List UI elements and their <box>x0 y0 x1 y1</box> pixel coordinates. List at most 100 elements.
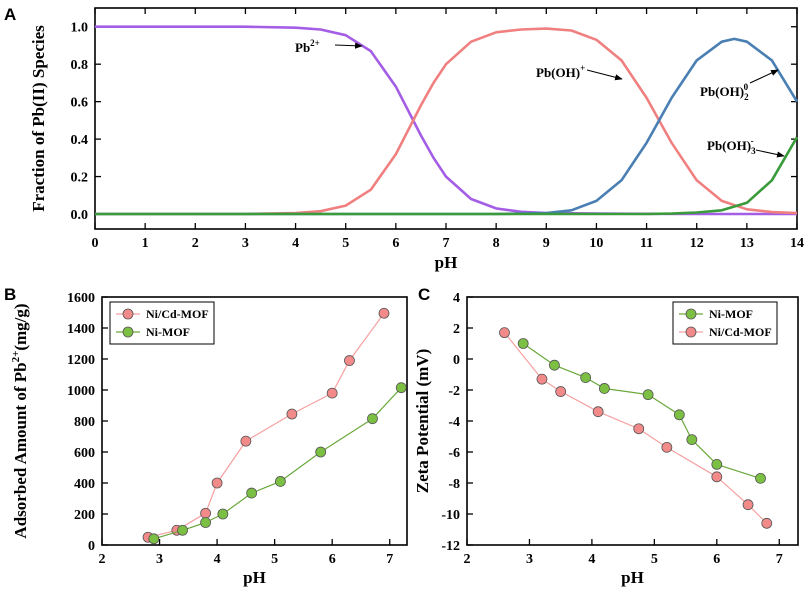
series-line-pb-oh-2-0 <box>95 37 799 216</box>
annotation-arrow-3 <box>755 149 785 158</box>
x-tick-label: 1 <box>142 236 149 251</box>
x-tick-label: 9 <box>543 236 550 251</box>
data-point-ni-cd-mof <box>742 499 754 511</box>
series-line-pb-oh <box>95 27 798 216</box>
y-axis-title-tail: (mg/g) <box>11 303 30 350</box>
x-tick-label: 2 <box>192 236 199 251</box>
data-point-ni-cd-mof <box>211 477 223 489</box>
data-point-ni-mof <box>395 382 407 394</box>
y-tick-label: 4 <box>453 291 460 306</box>
data-point-ni-cd-mof <box>286 408 298 420</box>
annotation-arrow-2 <box>749 69 779 84</box>
annotation-sup: 0 <box>744 82 749 92</box>
data-point-ni-mof <box>755 472 766 484</box>
panel-a-pb-speciation-chart: 0 1 2 3 4 5 6 7 8 9 10 11 12 13 140.00.20.40.60.81.0pH… <box>4 5 804 272</box>
y-tick-label: 1600 <box>67 291 95 306</box>
data-point-ni-mof <box>148 533 160 545</box>
x-tick-label: 6 <box>713 552 720 567</box>
annotation-base: Pb <box>295 40 310 55</box>
panel-b-adsorption-chart: 2 3 4 5 6 7 0 200 400 600 800 1000 1200 1400 1600 pH Ni/… <box>4 285 408 587</box>
annotation-label-3: Pb(OH)3- <box>707 136 756 156</box>
y-tick-label: 0 <box>453 353 460 368</box>
y-tick-label: -6 <box>448 446 460 461</box>
data-point-ni-cd-mof <box>240 435 252 447</box>
y-tick-label: 0.2 <box>71 171 89 186</box>
data-point-ni-mof <box>517 338 529 349</box>
annotation-sup: + <box>580 63 585 73</box>
data-point-ni-mof <box>598 383 610 394</box>
legend-label-ni-cd-mof: Ni/Cd-MOF <box>146 307 209 321</box>
data-point-ni-mof <box>580 372 592 384</box>
x-tick-label: 2 <box>99 552 106 567</box>
series-line-pb2 <box>95 25 797 216</box>
data-point-ni-mof <box>200 517 211 528</box>
x-tick-label: 13 <box>740 236 754 251</box>
y-tick-label: 0.0 <box>71 208 89 223</box>
y-axis-title: Fraction of Pb(II) Species <box>29 25 48 212</box>
y-tick-label: 200 <box>74 508 95 523</box>
data-point-ni-mof <box>217 508 229 520</box>
x-tick-label: 4 <box>214 552 221 567</box>
x-tick-label: 7 <box>443 236 450 251</box>
annotation-label-2: Pb(OH)20 <box>700 82 749 102</box>
data-point-ni-cd-mof <box>761 517 773 529</box>
x-tick-label: 5 <box>342 236 349 251</box>
y-tick-label: -8 <box>448 477 460 492</box>
data-point-ni-cd-mof <box>536 373 548 385</box>
y-axis-title-sup: 2+ <box>10 351 22 363</box>
annotation-label-0: Pb2+ <box>295 38 320 55</box>
x-tick-label: 14 <box>790 236 804 251</box>
y-tick-label: 1400 <box>67 322 95 337</box>
legend-label-ni-mof: Ni-MOF <box>709 307 753 321</box>
data-point-ni-mof <box>549 359 560 371</box>
y-axis-title: Zeta Potential (mV) <box>413 349 432 493</box>
annotation-base: Pb(OH) <box>536 65 580 80</box>
data-point-ni-cd-mof <box>711 471 723 483</box>
panel-label-c: C <box>418 285 430 304</box>
x-tick-label: 5 <box>651 552 658 567</box>
data-point-ni-mof <box>673 409 685 421</box>
annotation-sup: 2+ <box>310 38 320 48</box>
legend-label-ni-cd-mof: Ni/Cd-MOF <box>709 325 772 339</box>
data-point-ni-mof <box>642 389 654 401</box>
y-tick-label: -4 <box>448 415 460 430</box>
data-point-ni-cd-mof <box>555 386 567 397</box>
data-point-ni-mof <box>246 487 258 499</box>
y-axis-title: Adsorbed Amount of Pb2+(mg/g) <box>10 303 30 538</box>
data-point-ni-cd-mof <box>661 441 673 453</box>
annotation-base: Pb(OH) <box>700 84 744 99</box>
legend-marker-ni-cd-mof <box>122 308 134 320</box>
y-tick-label: 0 <box>88 539 95 554</box>
x-tick-label: 7 <box>776 552 783 567</box>
x-tick-label: 3 <box>526 552 533 567</box>
x-tick-label: 12 <box>690 236 704 251</box>
x-tick-label: 11 <box>640 236 653 251</box>
plot-frame <box>94 7 798 230</box>
x-tick-label: 3 <box>242 236 249 251</box>
x-tick-label: 5 <box>271 552 278 567</box>
y-tick-label: 400 <box>74 477 95 492</box>
series-line-ni-mof <box>153 387 402 540</box>
annotation-base: Pb(OH) <box>707 138 751 153</box>
annotation-sub: 2 <box>744 92 749 102</box>
data-point-ni-cd-mof <box>378 307 390 319</box>
legend-label-ni-mof: Ni-MOF <box>146 325 190 339</box>
x-tick-label: 6 <box>329 552 336 567</box>
panel-label-a: A <box>4 5 16 24</box>
panel-c-zeta-potential-chart: 2 3 4 5 6 7 -12 -10 -8 -6 -4 -2 0 2 4 pH Ni-MOF Ni/Cd-MOF… <box>413 285 799 587</box>
annotation-sub: 3 <box>751 146 756 156</box>
x-axis-title: pH <box>243 568 266 587</box>
x-tick-label: 3 <box>156 552 163 567</box>
data-point-ni-mof <box>274 476 286 487</box>
series-line-pb-oh-3 <box>95 136 799 216</box>
annotation-arrow-1 <box>586 69 623 81</box>
data-point-ni-mof <box>315 446 327 458</box>
x-axis-title: pH <box>621 568 644 587</box>
data-point-ni-mof <box>177 524 188 536</box>
y-tick-label: -10 <box>441 508 460 523</box>
data-point-ni-mof <box>686 434 698 446</box>
y-tick-label: 1000 <box>67 384 95 399</box>
annotation-arrow-0 <box>334 42 363 49</box>
y-tick-label: -12 <box>441 539 460 554</box>
